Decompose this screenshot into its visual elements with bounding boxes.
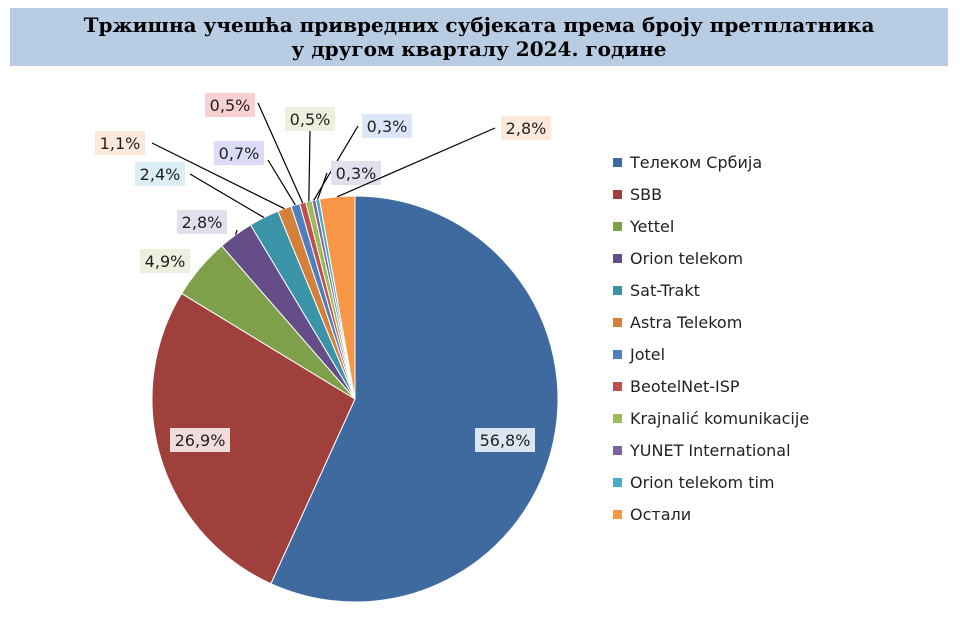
legend-swatch xyxy=(613,509,622,519)
pie-slice-sbb xyxy=(151,292,356,585)
chart-title-line-2: у другом кварталу 2024. године xyxy=(291,37,667,61)
leader-line-orion-telekom xyxy=(235,229,238,235)
data-label-sbb: 26,9% xyxy=(175,431,226,450)
leader-line-astra-telekom xyxy=(151,142,285,210)
data-label-box-jotel xyxy=(214,141,264,165)
legend-item-остали: Остали xyxy=(613,498,943,530)
legend-swatch xyxy=(613,381,622,391)
legend-item-yunet-international: YUNET International xyxy=(613,434,943,466)
legend-label: YUNET International xyxy=(630,440,791,460)
chart-title-line-1: Тржишна учешћа привредних субјеката прем… xyxy=(83,13,875,37)
data-label-box-astra-telekom xyxy=(95,131,145,155)
legend-item-jotel: Jotel xyxy=(613,338,943,370)
data-label-yunet-international: 0,3% xyxy=(367,117,408,136)
data-label-телеком-србија: 56,8% xyxy=(480,431,531,450)
legend-swatch xyxy=(613,221,622,231)
leader-line-jotel xyxy=(267,159,296,206)
legend-item-krajnali-komunikacije: Krajnalić komunikacije xyxy=(613,402,943,434)
data-label-остали: 2,8% xyxy=(506,119,547,138)
data-label-orion-telekom-tim: 0,3% xyxy=(336,164,377,183)
data-label-box-sat-trakt xyxy=(135,162,185,186)
leader-line-sat-trakt xyxy=(189,173,265,219)
leader-line-krajnali-komunikacije xyxy=(308,130,311,202)
data-label-box-yettel xyxy=(140,249,190,273)
legend-swatch xyxy=(613,253,622,263)
legend-label: BeotelNet-ISP xyxy=(630,376,740,396)
legend-swatch xyxy=(613,157,622,167)
data-label-jotel: 0,7% xyxy=(219,144,260,163)
legend-label: Остали xyxy=(630,504,692,524)
legend-label: Телеком Србија xyxy=(630,152,763,172)
pie-slice-телеком-србија xyxy=(270,195,559,603)
data-label-beotelnet-isp: 0,5% xyxy=(210,96,251,115)
data-label-orion-telekom: 2,8% xyxy=(182,213,223,232)
legend-item-orion-telekom-tim: Orion telekom tim xyxy=(613,466,943,498)
leader-line-остали xyxy=(336,127,496,198)
legend-item-astra-telekom: Astra Telekom xyxy=(613,306,943,338)
data-label-box-sbb xyxy=(170,428,230,452)
leader-line-orion-telekom-tim xyxy=(317,172,328,200)
legend-swatch xyxy=(613,477,622,487)
legend-swatch xyxy=(613,189,622,199)
legend-label: Orion telekom xyxy=(630,248,744,268)
legend-item-sat-trakt: Sat-Trakt xyxy=(613,274,943,306)
data-label-box-остали xyxy=(501,116,551,140)
data-label-krajnali-komunikacije: 0,5% xyxy=(290,110,331,129)
legend-label: Sat-Trakt xyxy=(630,280,700,300)
leader-line-beotelnet-isp xyxy=(257,102,304,204)
legend-swatch xyxy=(613,413,622,423)
legend-label: Jotel xyxy=(630,344,666,364)
legend-swatch xyxy=(613,285,622,295)
legend-item-sbb: SBB xyxy=(613,178,943,210)
data-label-box-телеком-србија xyxy=(475,428,535,452)
legend-label: Astra Telekom xyxy=(630,312,743,332)
pie-slice-остали xyxy=(318,195,356,400)
data-label-box-yunet-international xyxy=(362,114,412,138)
legend-label: Orion telekom tim xyxy=(630,472,775,492)
legend-swatch xyxy=(613,317,622,327)
data-label-box-krajnali-komunikacije xyxy=(285,107,335,131)
chart-legend: Телеком Србија SBB Yettel Orion telekom Sat-… xyxy=(613,146,943,530)
legend-item-orion-telekom: Orion telekom xyxy=(613,242,943,274)
chart-title-box: Тржишна учешћа привредних субјеката прем… xyxy=(10,8,948,66)
legend-item-yettel: Yettel xyxy=(613,210,943,242)
data-label-yettel: 4,9% xyxy=(145,252,186,271)
data-label-box-orion-telekom xyxy=(177,210,227,234)
legend-swatch xyxy=(613,349,622,359)
legend-item-beotelnet-isp: BeotelNet-ISP xyxy=(613,370,943,402)
data-label-sat-trakt: 2,4% xyxy=(140,165,181,184)
legend-swatch xyxy=(613,445,622,455)
legend-label: Krajnalić komunikacije xyxy=(630,408,810,428)
legend-label: Yettel xyxy=(630,216,675,236)
legend-item-телеком-србија: Телеком Србија xyxy=(613,146,943,178)
legend-label: SBB xyxy=(630,184,663,204)
data-label-astra-telekom: 1,1% xyxy=(100,134,141,153)
data-label-box-beotelnet-isp xyxy=(205,93,255,117)
